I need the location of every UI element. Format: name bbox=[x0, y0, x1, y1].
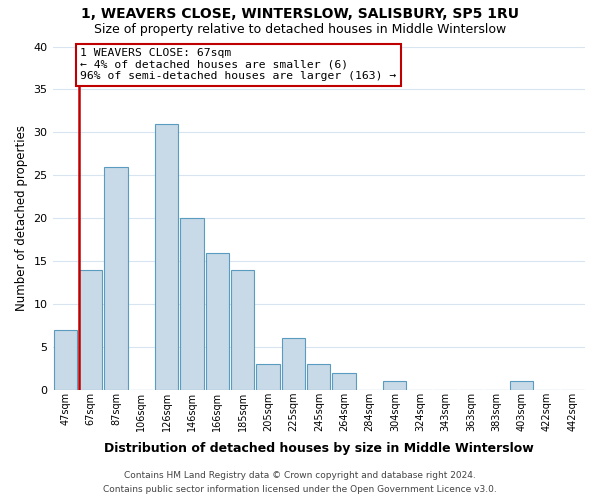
Text: 1, WEAVERS CLOSE, WINTERSLOW, SALISBURY, SP5 1RU: 1, WEAVERS CLOSE, WINTERSLOW, SALISBURY,… bbox=[81, 8, 519, 22]
Bar bbox=[181, 218, 203, 390]
Bar bbox=[104, 166, 128, 390]
Y-axis label: Number of detached properties: Number of detached properties bbox=[15, 126, 28, 311]
Text: Size of property relative to detached houses in Middle Winterslow: Size of property relative to detached ho… bbox=[94, 22, 506, 36]
Bar bbox=[307, 364, 331, 390]
Bar bbox=[256, 364, 280, 390]
Bar bbox=[155, 124, 178, 390]
Bar bbox=[231, 270, 254, 390]
Text: Contains HM Land Registry data © Crown copyright and database right 2024.
Contai: Contains HM Land Registry data © Crown c… bbox=[103, 472, 497, 494]
Bar bbox=[332, 373, 356, 390]
Bar bbox=[510, 382, 533, 390]
Bar bbox=[79, 270, 102, 390]
X-axis label: Distribution of detached houses by size in Middle Winterslow: Distribution of detached houses by size … bbox=[104, 442, 533, 455]
Text: 1 WEAVERS CLOSE: 67sqm
← 4% of detached houses are smaller (6)
96% of semi-detac: 1 WEAVERS CLOSE: 67sqm ← 4% of detached … bbox=[80, 48, 397, 82]
Bar bbox=[282, 338, 305, 390]
Bar bbox=[383, 382, 406, 390]
Bar bbox=[53, 330, 77, 390]
Bar bbox=[206, 252, 229, 390]
